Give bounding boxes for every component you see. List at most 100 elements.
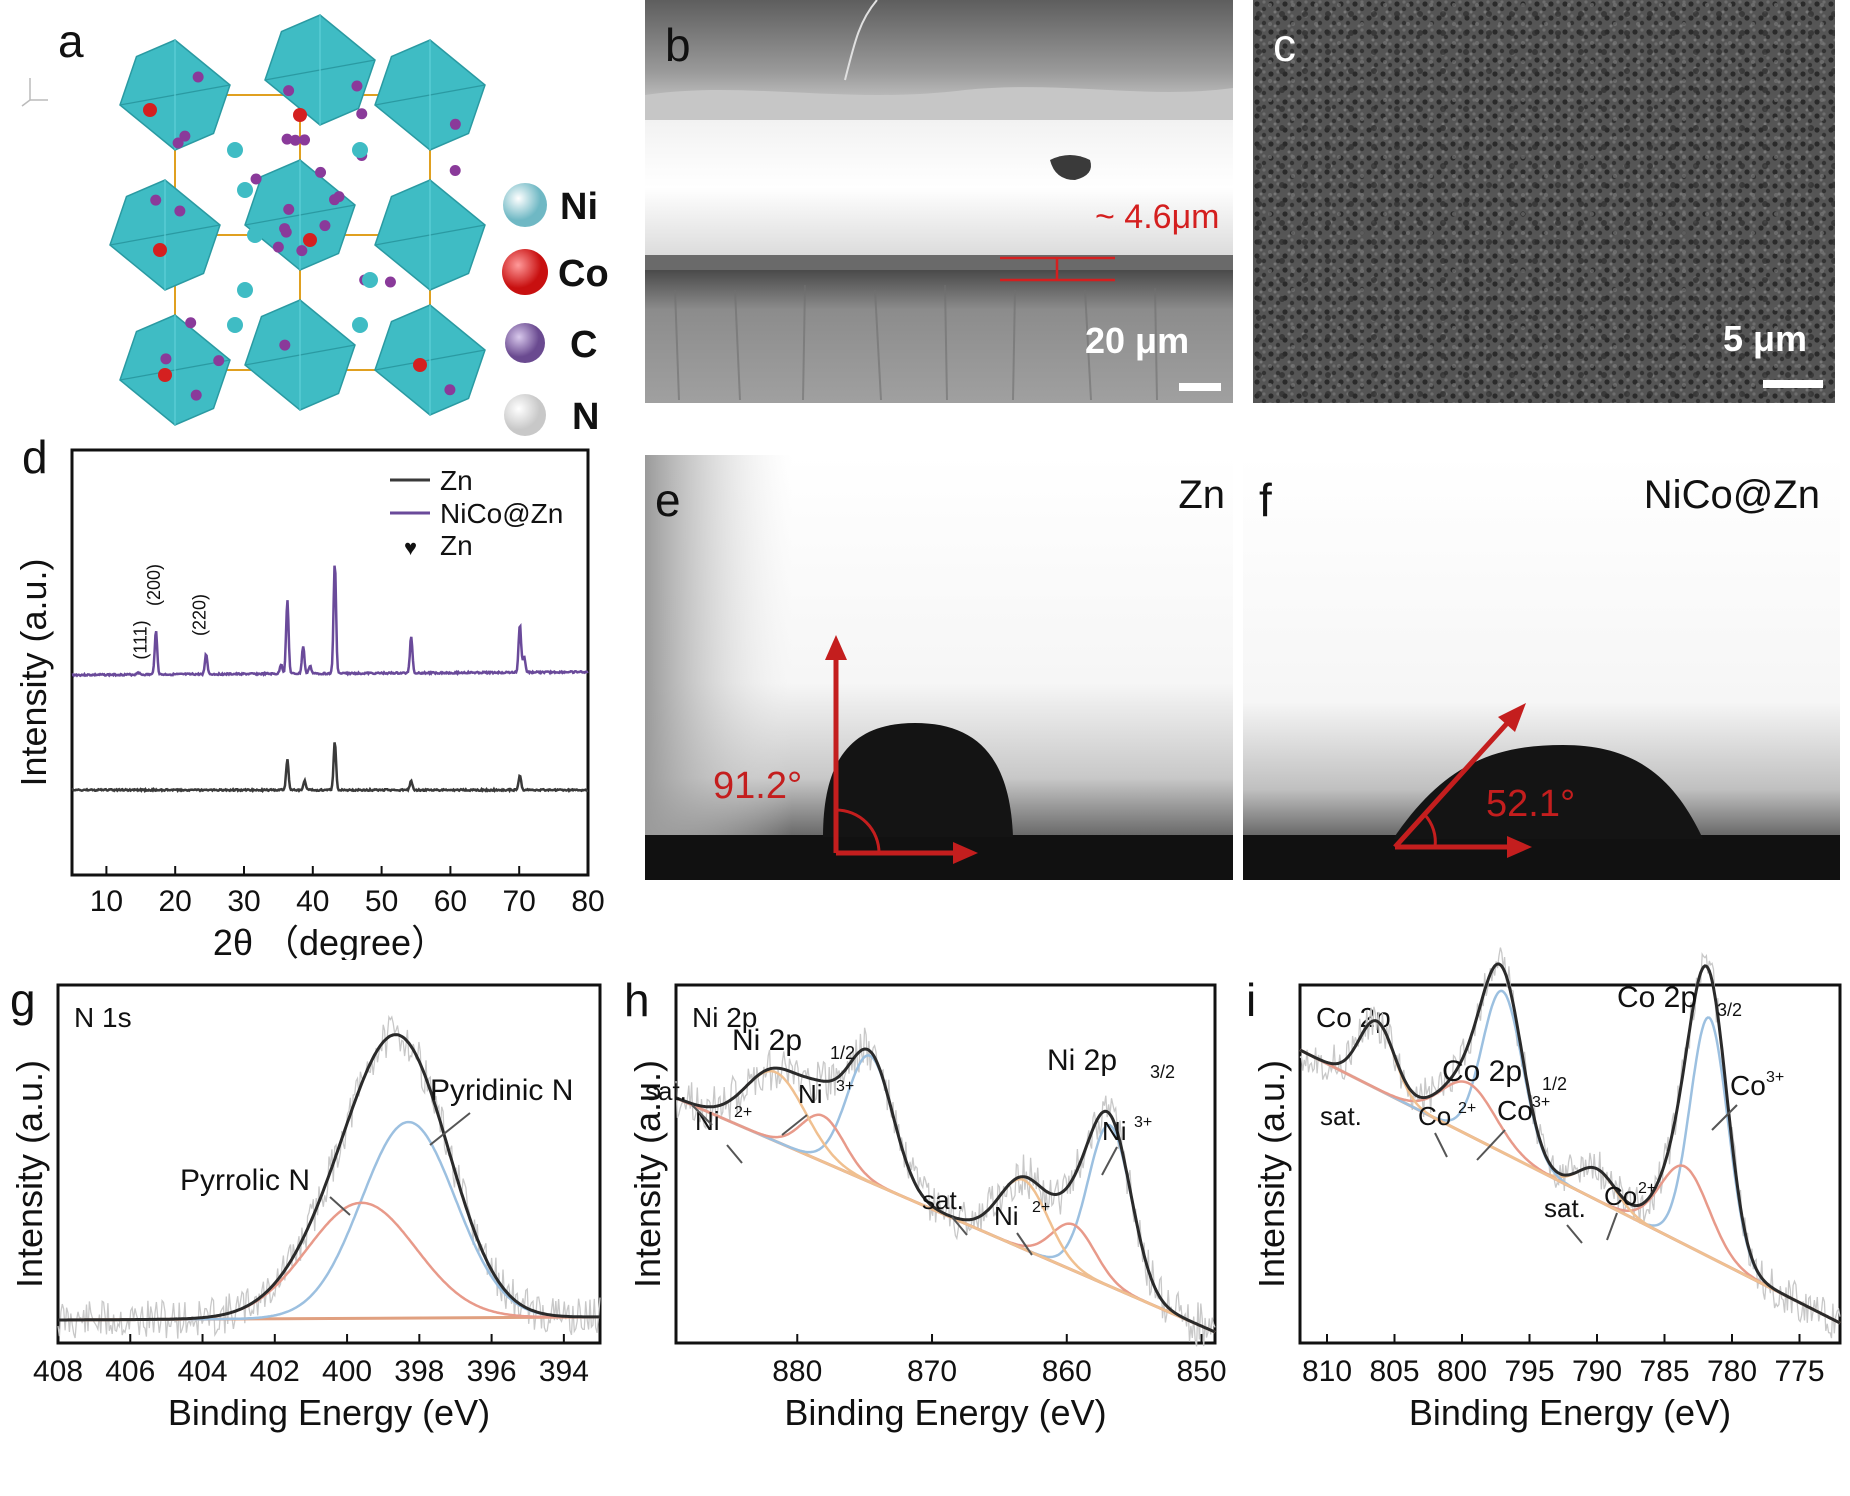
annotation-ni2p12: Ni 2p [732, 1024, 802, 1057]
scale-bar-b [1179, 383, 1221, 391]
xps-ylabel: Intensity (a.u.) [1251, 1060, 1292, 1288]
xps-xtick-label: 880 [772, 1355, 822, 1388]
nickel-atom [227, 317, 243, 333]
nickel-atom [362, 272, 378, 288]
panel-g: g 408 406 404 402 400 398 396 394 Binding Energy… [0, 935, 610, 1496]
ni-sphere-icon [503, 183, 547, 227]
carbon-atom [279, 223, 291, 235]
annotation-sup-2plus-b: 2+ [1032, 1199, 1050, 1216]
xrd-xtick-label: 20 [159, 885, 192, 918]
sem-cross-section-icon [645, 0, 1233, 403]
pointer-line [329, 1196, 351, 1216]
xrd-plot-frame [70, 448, 590, 877]
carbon-atom [272, 241, 284, 253]
cobalt-atom [158, 368, 172, 382]
hkl-label: (111) [130, 620, 150, 659]
panel-d-label: d [22, 431, 48, 483]
annotation-co2p32: Co 2p [1617, 981, 1697, 1014]
panel-f-label: f [1259, 474, 1272, 526]
carbon-atom [250, 173, 262, 185]
annotation-sat-1: sat. [1320, 1101, 1362, 1131]
xrd-xlabel: 2θ （degree） [213, 922, 447, 960]
scale-bar-c-label: 5 μm [1723, 318, 1808, 359]
c-sphere-icon [505, 323, 545, 363]
cobalt-atom [303, 233, 317, 247]
annotation-sup-2plus: 2+ [1458, 1100, 1476, 1117]
panel-i-label: i [1246, 974, 1257, 1026]
carbon-atom [213, 355, 225, 367]
carbon-atom [172, 137, 184, 149]
panel-g-label: g [10, 974, 36, 1026]
xps-xtick-label: 800 [1437, 1355, 1487, 1388]
xps-envelope [1299, 962, 1841, 1325]
annotation-sup-2plus-b: 2+ [1638, 1180, 1656, 1197]
xps-ylabel: Intensity (a.u.) [627, 1060, 668, 1288]
xrd-chart: 10 20 30 40 50 60 70 80 2θ （degree） Intensity (a.… [13, 448, 605, 960]
pointer-line [1711, 1104, 1738, 1131]
n-sphere-icon [504, 394, 546, 436]
carbon-atom [351, 80, 363, 92]
nickel-atom [247, 227, 263, 243]
carbon-atom [449, 164, 461, 176]
unit-cell-group [109, 14, 486, 426]
annotation-sat-1: sat. [645, 1076, 687, 1106]
annotation-co2-2: Co [1604, 1181, 1637, 1211]
scale-bar-b-label: 20 μm [1085, 320, 1190, 361]
xps-xtick-label: 860 [1042, 1355, 1092, 1388]
annotation-sup-2plus: 2+ [734, 1104, 752, 1121]
carbon-atom [150, 194, 162, 206]
hkl-label: (200) [144, 564, 164, 606]
pointer-line [1606, 1212, 1618, 1241]
annotation-sat-2: sat. [922, 1185, 964, 1215]
xps-xlabel: Binding Energy (eV) [1409, 1392, 1731, 1433]
scale-bar-c [1763, 380, 1823, 388]
droplet-nico-icon [1243, 455, 1840, 880]
cobalt-atom [143, 103, 157, 117]
carbon-atom [281, 133, 293, 145]
xps-xlabel: Binding Energy (eV) [168, 1392, 490, 1433]
legend-ni: Ni [500, 180, 630, 230]
carbon-atom [174, 205, 186, 217]
xrd-xtick-label: 10 [90, 885, 123, 918]
xrd-xtick-label: 60 [434, 885, 467, 918]
annotation-sub-32: 3/2 [1717, 1000, 1742, 1020]
carbon-atom [356, 108, 368, 120]
panel-h: h 880 870 860 850 Binding Energy (eV) Intensi… [612, 935, 1227, 1496]
annotation-sub-12: 1/2 [830, 1043, 855, 1063]
xps-ylabel: Intensity (a.u.) [9, 1060, 50, 1288]
xps-plot-frame [56, 983, 602, 1345]
panel-a: a Ni Co C N [0, 0, 640, 438]
annotation-pyrrolic-n: Pyrrolic N [180, 1164, 310, 1197]
xps-xtick-label: 408 [33, 1355, 83, 1388]
xps-component-sat. 2p1/2 [1299, 1019, 1841, 1325]
panel-c-sem-image: c 5 μm [1253, 0, 1835, 403]
nickel-atom [237, 182, 253, 198]
xps-xtick-label: 805 [1369, 1355, 1419, 1388]
xrd-xtick-label: 30 [227, 885, 260, 918]
annotation-co3-1: Co [1497, 1095, 1533, 1126]
panel-i: i 810 805 800 795 790 785 780 775 Binding Energy… [1232, 935, 1850, 1496]
legend-label-zn: Zn [440, 465, 473, 496]
angle-label-e: 91.2° [713, 765, 803, 807]
legend-c-label: C [570, 324, 598, 366]
carbon-atom [160, 353, 172, 365]
xps-xtick-label: 790 [1572, 1355, 1622, 1388]
legend-label-zn-ref: Zn [440, 530, 473, 561]
xps-co2p-chart: 810 805 800 795 790 785 780 775 Binding Energy (… [1251, 947, 1842, 1433]
xrd-ylabel: Intensity (a.u.) [13, 558, 54, 786]
xps-title: Ni 2p [692, 1002, 757, 1033]
carbon-atom [315, 166, 327, 178]
xps-xtick-label: 870 [907, 1355, 957, 1388]
xps-n1s-chart: 408 406 404 402 400 398 396 394 Binding Energy (… [9, 983, 602, 1433]
legend-c: C [500, 318, 630, 368]
annotation-co3-2: Co [1730, 1070, 1766, 1101]
nickel-atom [237, 282, 253, 298]
annotation-sup-3plus: 3+ [1532, 1094, 1550, 1111]
pointer-line [1101, 1146, 1118, 1176]
pointer-line [1476, 1129, 1506, 1161]
annotation-sup-3plus-b: 3+ [1766, 1069, 1784, 1086]
hkl-label: (220) [189, 594, 209, 636]
co-sphere-icon [502, 249, 548, 295]
carbon-atom [185, 317, 197, 329]
panel-d: d 10 20 30 40 50 60 70 80 2θ （degree） Intensity (… [0, 420, 630, 960]
